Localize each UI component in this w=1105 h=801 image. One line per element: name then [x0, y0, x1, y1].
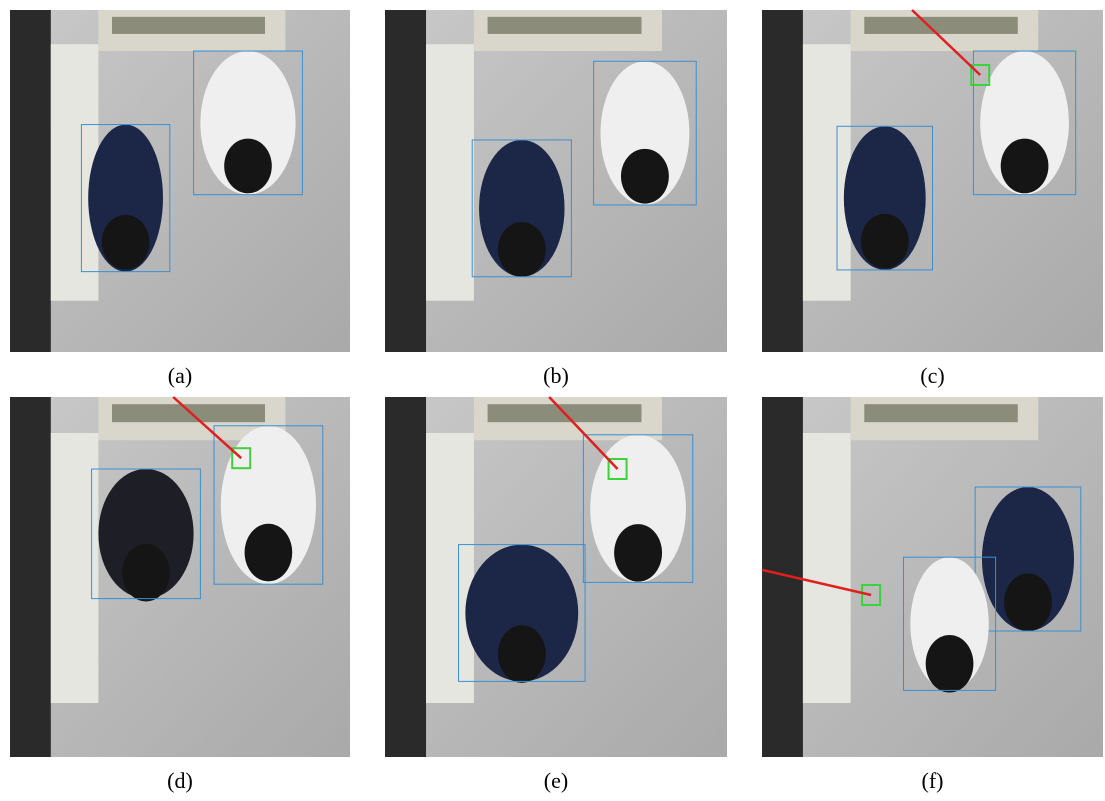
counter	[426, 433, 474, 703]
photo-panel	[762, 397, 1103, 757]
panel-caption: (a)	[168, 363, 192, 388]
shelf-items	[112, 17, 265, 34]
panel-caption: (e)	[544, 768, 568, 793]
counter	[803, 44, 851, 301]
head	[102, 215, 150, 270]
photo-panel	[10, 397, 350, 757]
cabinet	[385, 397, 426, 757]
counter	[803, 433, 851, 703]
photo-panel	[10, 10, 350, 352]
counter	[426, 44, 474, 301]
head	[1001, 139, 1049, 194]
head	[621, 149, 669, 204]
panel-caption: (d)	[167, 768, 193, 793]
head	[498, 625, 546, 683]
cabinet	[10, 397, 51, 757]
head	[1004, 573, 1052, 631]
shelf-items	[864, 404, 1017, 422]
head	[926, 635, 974, 693]
panel-caption: (c)	[920, 363, 944, 388]
cabinet	[385, 10, 426, 352]
cabinet	[10, 10, 51, 352]
head	[122, 544, 170, 602]
shelf-items	[864, 17, 1017, 34]
panel-caption: (f)	[922, 768, 944, 793]
photo-panel	[762, 10, 1103, 352]
head	[224, 139, 272, 194]
head	[498, 222, 546, 277]
shelf-items	[488, 17, 642, 34]
photo-panel	[385, 397, 727, 757]
head	[614, 524, 662, 582]
photo-panel	[385, 10, 727, 352]
head	[861, 214, 909, 269]
panel-caption: (b)	[543, 363, 569, 388]
page: (a)(b)(c)(d)(e)(f) (() => { const data =…	[0, 0, 1105, 801]
figure: (a) (b) (c) (d) (e) (f)	[0, 0, 1105, 801]
cabinet	[762, 10, 803, 352]
head	[245, 524, 293, 582]
shelf-items	[112, 404, 265, 422]
